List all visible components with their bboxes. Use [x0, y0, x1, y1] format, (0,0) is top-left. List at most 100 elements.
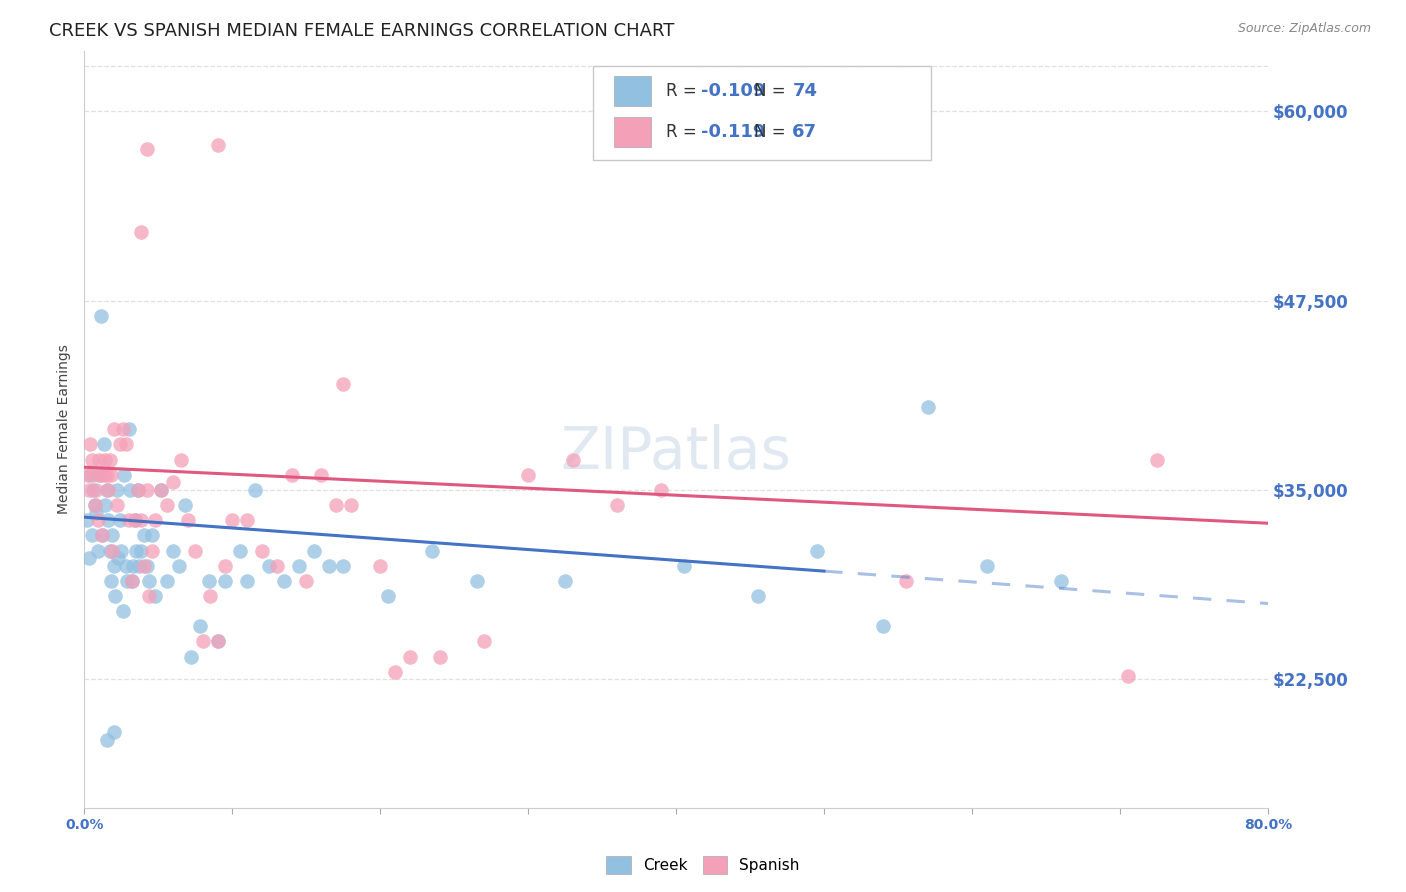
Point — [145, 589, 167, 603]
Point — [561, 452, 583, 467]
Text: ZIPatlas: ZIPatlas — [561, 424, 792, 481]
Point — [236, 513, 259, 527]
Point — [399, 649, 422, 664]
Point — [259, 558, 281, 573]
Point — [872, 619, 894, 633]
Point — [77, 551, 100, 566]
Point — [162, 543, 184, 558]
Text: Source: ZipAtlas.com: Source: ZipAtlas.com — [1237, 22, 1371, 36]
Point — [1116, 669, 1139, 683]
Point — [167, 558, 190, 573]
Point — [91, 528, 114, 542]
Point — [554, 574, 576, 588]
Point — [100, 574, 122, 588]
Point — [82, 467, 104, 482]
Point — [747, 589, 769, 603]
Point — [108, 437, 131, 451]
FancyBboxPatch shape — [613, 76, 651, 106]
Point — [101, 528, 124, 542]
Point — [606, 498, 628, 512]
Point — [128, 558, 150, 573]
Point — [105, 483, 128, 497]
Point — [302, 543, 325, 558]
Point — [135, 483, 157, 497]
Point — [129, 543, 152, 558]
Point — [84, 506, 107, 520]
Point — [472, 634, 495, 648]
Point — [177, 513, 200, 527]
Point — [122, 558, 145, 573]
Point — [174, 498, 197, 512]
Point — [86, 513, 108, 527]
Point — [89, 452, 111, 467]
Text: 74: 74 — [793, 82, 817, 100]
Point — [101, 543, 124, 558]
Point — [77, 483, 100, 497]
Point — [118, 513, 141, 527]
Text: -0.119: -0.119 — [702, 123, 765, 141]
Point — [80, 452, 103, 467]
Point — [339, 498, 361, 512]
Point — [94, 498, 117, 512]
Text: -0.109: -0.109 — [702, 82, 765, 100]
Point — [125, 543, 148, 558]
Point — [135, 558, 157, 573]
Point — [83, 498, 105, 512]
Point — [156, 498, 179, 512]
Point — [110, 543, 132, 558]
Text: CREEK VS SPANISH MEDIAN FEMALE EARNINGS CORRELATION CHART: CREEK VS SPANISH MEDIAN FEMALE EARNINGS … — [49, 22, 675, 40]
Point — [80, 528, 103, 542]
Point — [429, 649, 451, 664]
Point — [114, 558, 136, 573]
Text: N =: N = — [755, 123, 792, 141]
Point — [105, 498, 128, 512]
Point — [266, 558, 288, 573]
Point — [243, 483, 266, 497]
Point — [214, 574, 236, 588]
Point — [250, 543, 273, 558]
Point — [280, 467, 302, 482]
Point — [127, 483, 149, 497]
Point — [207, 634, 229, 648]
Point — [132, 558, 155, 573]
Point — [1050, 574, 1073, 588]
Point — [295, 574, 318, 588]
Text: N =: N = — [755, 82, 792, 100]
Point — [332, 376, 354, 391]
Point — [124, 513, 146, 527]
Point — [120, 483, 142, 497]
Point — [198, 589, 221, 603]
Point — [83, 498, 105, 512]
Point — [309, 467, 332, 482]
Point — [150, 483, 173, 497]
Point — [112, 467, 135, 482]
Point — [97, 483, 120, 497]
Point — [325, 498, 347, 512]
Point — [117, 574, 139, 588]
Point — [318, 558, 340, 573]
Point — [377, 589, 399, 603]
Point — [1146, 452, 1168, 467]
Point — [107, 551, 129, 566]
Point — [384, 665, 406, 679]
Point — [288, 558, 311, 573]
Y-axis label: Median Female Earnings: Median Female Earnings — [58, 344, 72, 515]
Point — [86, 543, 108, 558]
Point — [370, 558, 392, 573]
Point — [111, 604, 134, 618]
Point — [273, 574, 295, 588]
Point — [82, 483, 104, 497]
Point — [129, 226, 152, 240]
Point — [141, 543, 163, 558]
Point — [103, 558, 125, 573]
Point — [94, 452, 117, 467]
Point — [98, 452, 121, 467]
Point — [98, 543, 121, 558]
Point — [672, 558, 695, 573]
Point — [93, 437, 115, 451]
Point — [93, 467, 115, 482]
Point — [91, 528, 114, 542]
Point — [806, 543, 828, 558]
Point — [517, 467, 540, 482]
Text: R =: R = — [665, 82, 702, 100]
